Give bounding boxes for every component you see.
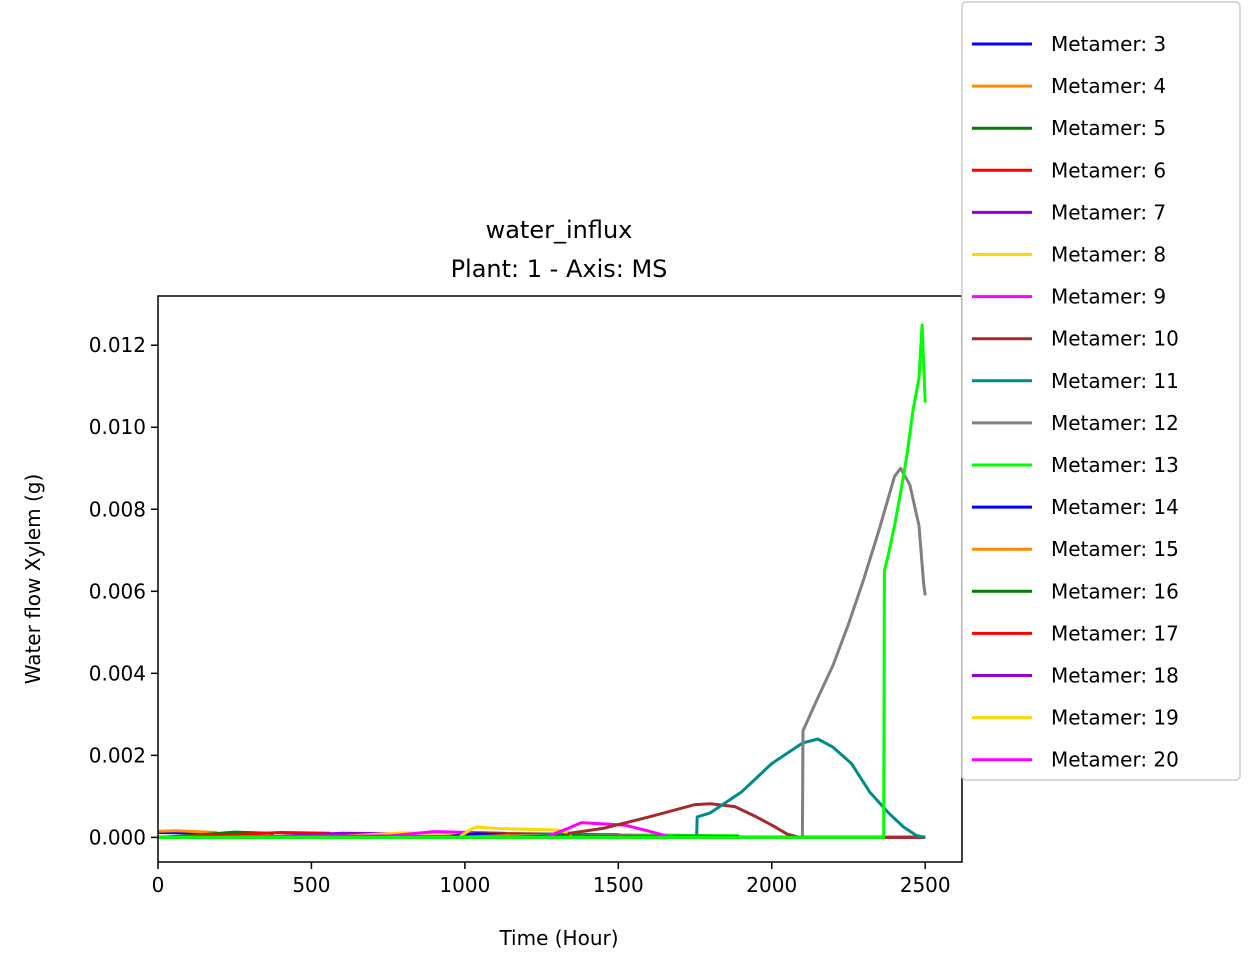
legend-box: [961, 1, 1241, 781]
legend-label: Metamer: 4: [1051, 74, 1166, 98]
y-tick-label: 0.004: [89, 661, 146, 685]
legend-label: Metamer: 16: [1051, 579, 1179, 603]
x-tick-label: 0: [152, 873, 165, 897]
y-tick-label: 0.010: [89, 415, 146, 439]
x-tick-label: 2000: [746, 873, 797, 897]
y-tick-label: 0.002: [89, 743, 146, 767]
legend-label: Metamer: 3: [1051, 32, 1166, 56]
series-line-metamer-13-21: [158, 323, 927, 839]
plot-frame: [157, 295, 963, 863]
series-line-metamer-10-18: [158, 802, 926, 839]
x-axis-label: Time (Hour): [498, 926, 618, 950]
legend-label: Metamer: 8: [1051, 243, 1166, 267]
series-line-metamer-12-20: [158, 466, 927, 839]
chart-subtitle: Plant: 1 - Axis: MS: [451, 255, 668, 283]
legend-label: Metamer: 11: [1051, 369, 1179, 393]
legend: Metamer: 3 Metamer: 4 Metamer: 5 Metamer: 6…: [961, 1, 1241, 781]
legend-label: Metamer: 10: [1051, 327, 1179, 351]
x-axis: 0 500 1000 1500 2000 2500: [152, 862, 951, 897]
plot-series: [157, 323, 927, 839]
legend-label: Metamer: 19: [1051, 706, 1179, 730]
legend-label: Metamer: 15: [1051, 537, 1179, 561]
legend-label: Metamer: 17: [1051, 621, 1179, 645]
x-tick-label: 2500: [900, 873, 951, 897]
legend-items: Metamer: 3 Metamer: 4 Metamer: 5 Metamer: 6…: [972, 32, 1179, 772]
legend-label: Metamer: 20: [1051, 748, 1179, 772]
y-tick-label: 0.006: [89, 579, 146, 603]
legend-label: Metamer: 5: [1051, 116, 1166, 140]
x-tick-label: 1500: [593, 873, 644, 897]
y-axis-label: Water flow Xylem (g): [21, 474, 45, 685]
y-axis: 0.000 0.002 0.004 0.006 0.008 0.010 0.012: [89, 333, 158, 849]
legend-label: Metamer: 12: [1051, 411, 1179, 435]
y-tick-label: 0.008: [89, 497, 146, 521]
legend-label: Metamer: 13: [1051, 453, 1179, 477]
legend-label: Metamer: 18: [1051, 664, 1179, 688]
series-line-metamer-11-19: [158, 737, 926, 839]
series-line-metamer-19-16: [158, 825, 926, 839]
x-tick-label: 1000: [439, 873, 490, 897]
legend-label: Metamer: 7: [1051, 200, 1166, 224]
legend-label: Metamer: 9: [1051, 285, 1166, 309]
chart-title: water_influx: [486, 216, 633, 244]
legend-label: Metamer: 14: [1051, 495, 1179, 519]
y-tick-label: 0.000: [89, 825, 146, 849]
legend-label: Metamer: 6: [1051, 158, 1166, 182]
y-tick-label: 0.012: [89, 333, 146, 357]
x-tick-label: 500: [292, 873, 330, 897]
